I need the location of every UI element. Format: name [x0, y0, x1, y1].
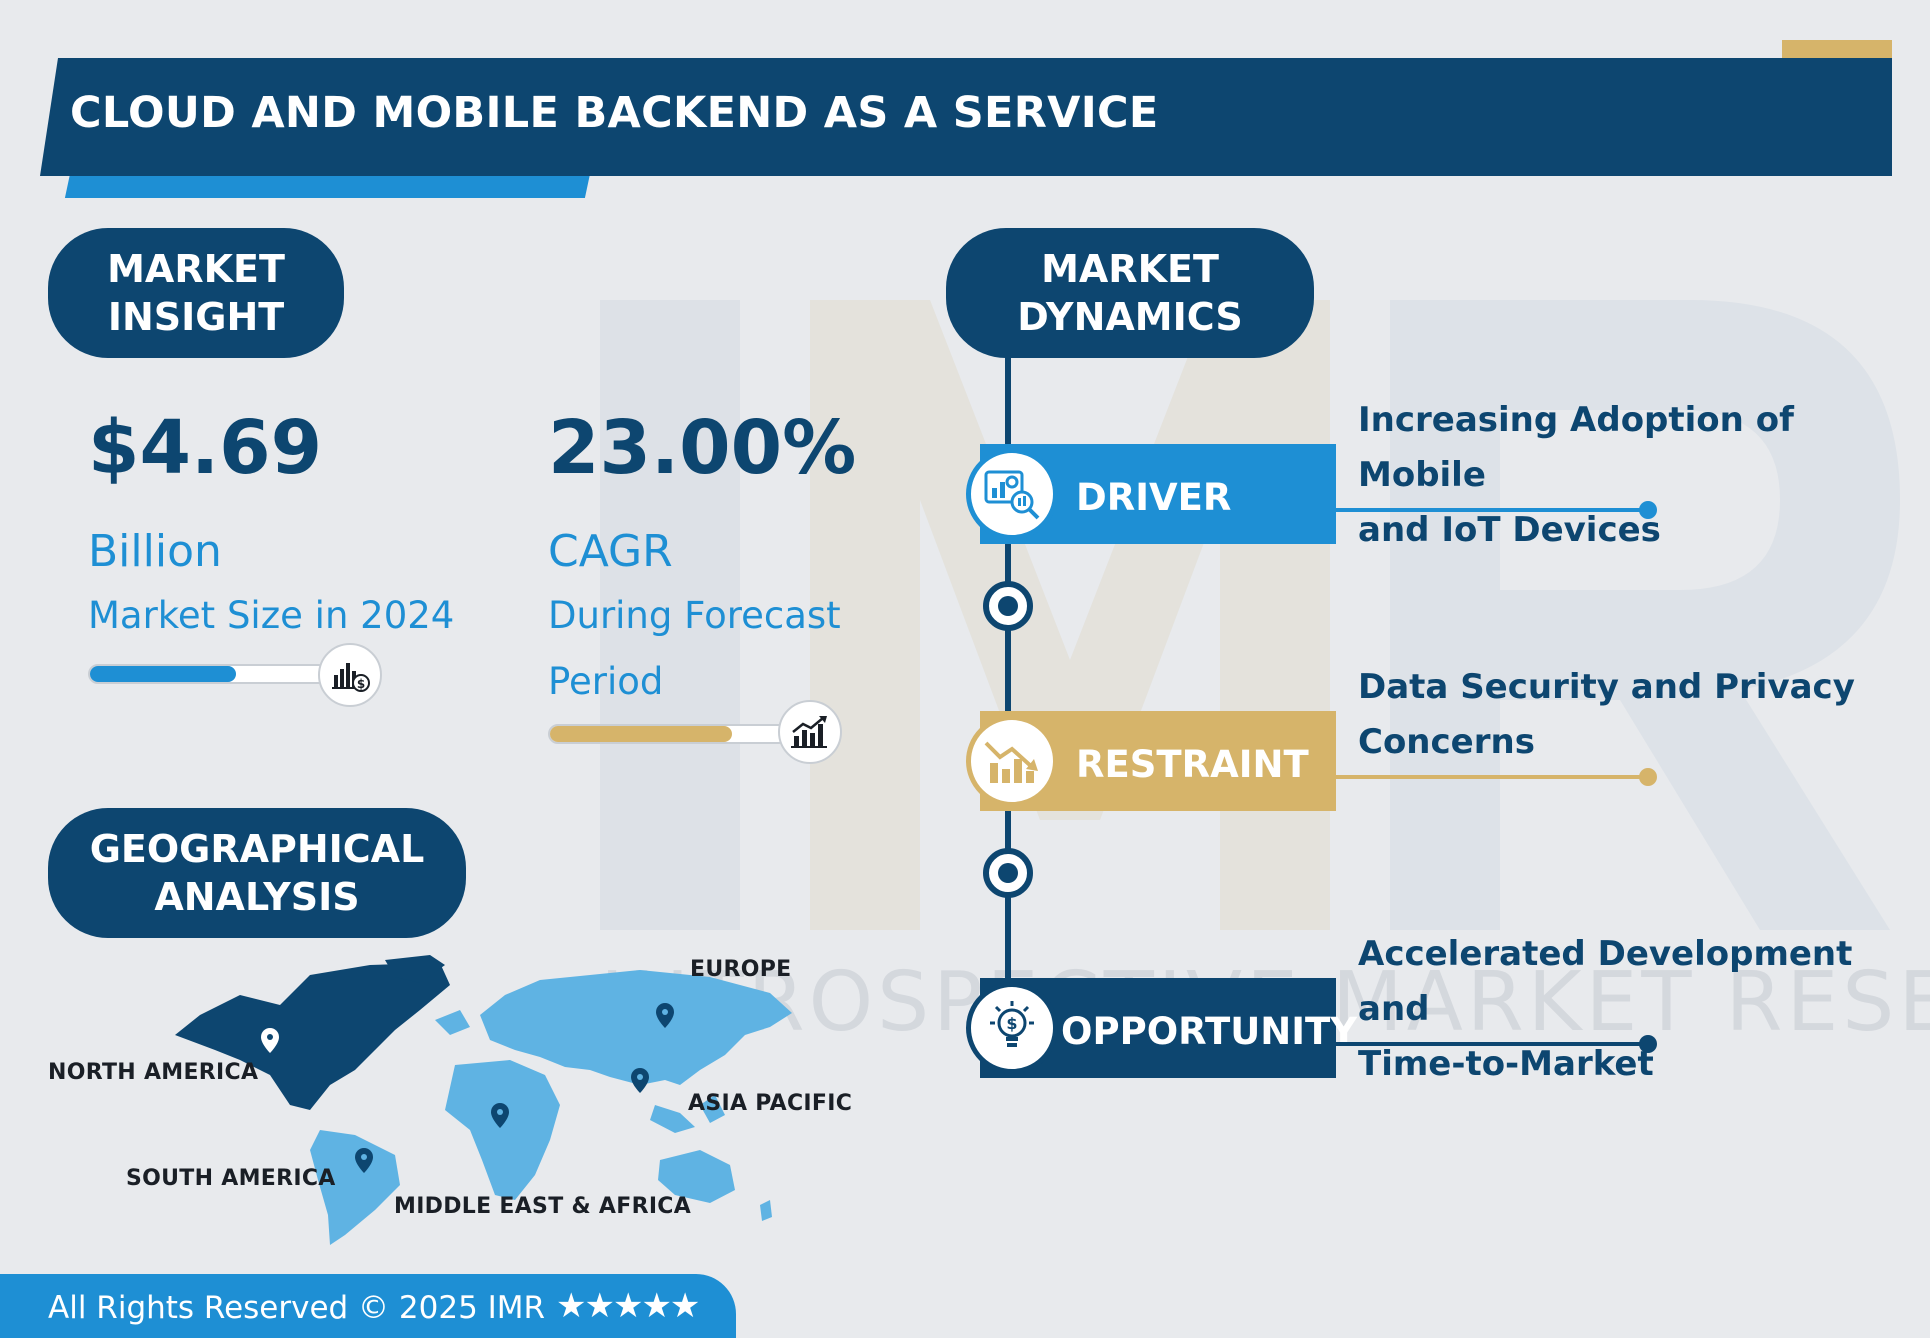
label-middle-east-africa: MIDDLE EAST & AFRICA: [394, 1194, 692, 1219]
market-size-bar: [88, 664, 328, 684]
timeline-node: [983, 848, 1033, 898]
svg-text:$: $: [1006, 1014, 1017, 1033]
footer-bar: [0, 1274, 736, 1338]
north-america-pin: [261, 1028, 279, 1053]
declining-chart-icon: [984, 741, 1038, 783]
analytics-icon: [984, 470, 1040, 520]
africa-shape: [445, 1060, 560, 1200]
label-south-america: SOUTH AMERICA: [126, 1166, 336, 1191]
driver-connector-dot: [1639, 501, 1657, 519]
driver-icon-circle: [966, 448, 1058, 540]
cagr-bar: [548, 724, 788, 744]
opportunity-label: OPPORTUNITY: [1061, 1010, 1358, 1053]
rating-stars: ★★★★★: [556, 1286, 700, 1326]
driver-description: Increasing Adoption of Mobile and IoT Dev…: [1358, 400, 1794, 550]
cagr-value: 23.00%: [548, 405, 857, 491]
opportunity-connector: [1336, 1042, 1648, 1046]
australia-shape: [658, 1150, 735, 1203]
cagr-bar-fill: [550, 726, 732, 742]
timeline-node: [983, 581, 1033, 631]
restraint-description: Data Security and Privacy Concerns: [1358, 667, 1855, 762]
middle-east-africa-pin: [491, 1103, 509, 1128]
opportunity-connector-dot: [1639, 1035, 1657, 1053]
growth-chart-icon: [778, 700, 842, 764]
north-america-shape: [175, 963, 450, 1110]
driver-label: DRIVER: [1076, 476, 1232, 519]
geographical-analysis-heading: GEOGRAPHICAL ANALYSIS: [48, 808, 466, 938]
timeline-line: [1005, 355, 1011, 1025]
copyright-text: All Rights Reserved © 2025 IMR: [48, 1290, 546, 1326]
cagr-caption: During Forecast Period: [548, 594, 841, 703]
market-size-unit: Billion: [88, 526, 222, 577]
restraint-label: RESTRAINT: [1076, 743, 1309, 786]
restraint-connector-dot: [1639, 768, 1657, 786]
market-size-value: $4.69: [88, 405, 323, 491]
market-insight-heading: MARKET INSIGHT: [48, 228, 344, 358]
market-size-caption: Market Size in 2024: [88, 594, 455, 637]
cagr-unit: CAGR: [548, 526, 673, 577]
opportunity-icon-circle: $: [966, 982, 1058, 1074]
label-asia-pacific: ASIA PACIFIC: [688, 1091, 853, 1116]
idea-bulb-icon: $: [990, 1001, 1034, 1047]
chart-dollar-icon: $: [318, 643, 382, 707]
europe-pin: [656, 1003, 674, 1028]
world-map: [175, 955, 792, 1245]
market-size-bar-fill: [90, 666, 237, 682]
south-america-pin: [355, 1148, 373, 1173]
restraint-connector: [1336, 775, 1648, 779]
restraint-icon-circle: [966, 715, 1058, 807]
svg-text:$: $: [357, 677, 365, 691]
south-america-shape: [310, 1130, 400, 1245]
opportunity-description: Accelerated Development and Time-to-Marke…: [1358, 934, 1853, 1084]
label-north-america: NORTH AMERICA: [48, 1060, 259, 1085]
eurasia-shape: [480, 970, 792, 1085]
market-dynamics-heading: MARKET DYNAMICS: [946, 228, 1314, 358]
asia-pacific-pin: [631, 1068, 649, 1093]
header-bar: [40, 58, 1892, 176]
page-title: CLOUD AND MOBILE BACKEND AS A SERVICE: [70, 88, 1159, 138]
label-europe: EUROPE: [690, 957, 792, 982]
driver-connector: [1336, 508, 1648, 512]
